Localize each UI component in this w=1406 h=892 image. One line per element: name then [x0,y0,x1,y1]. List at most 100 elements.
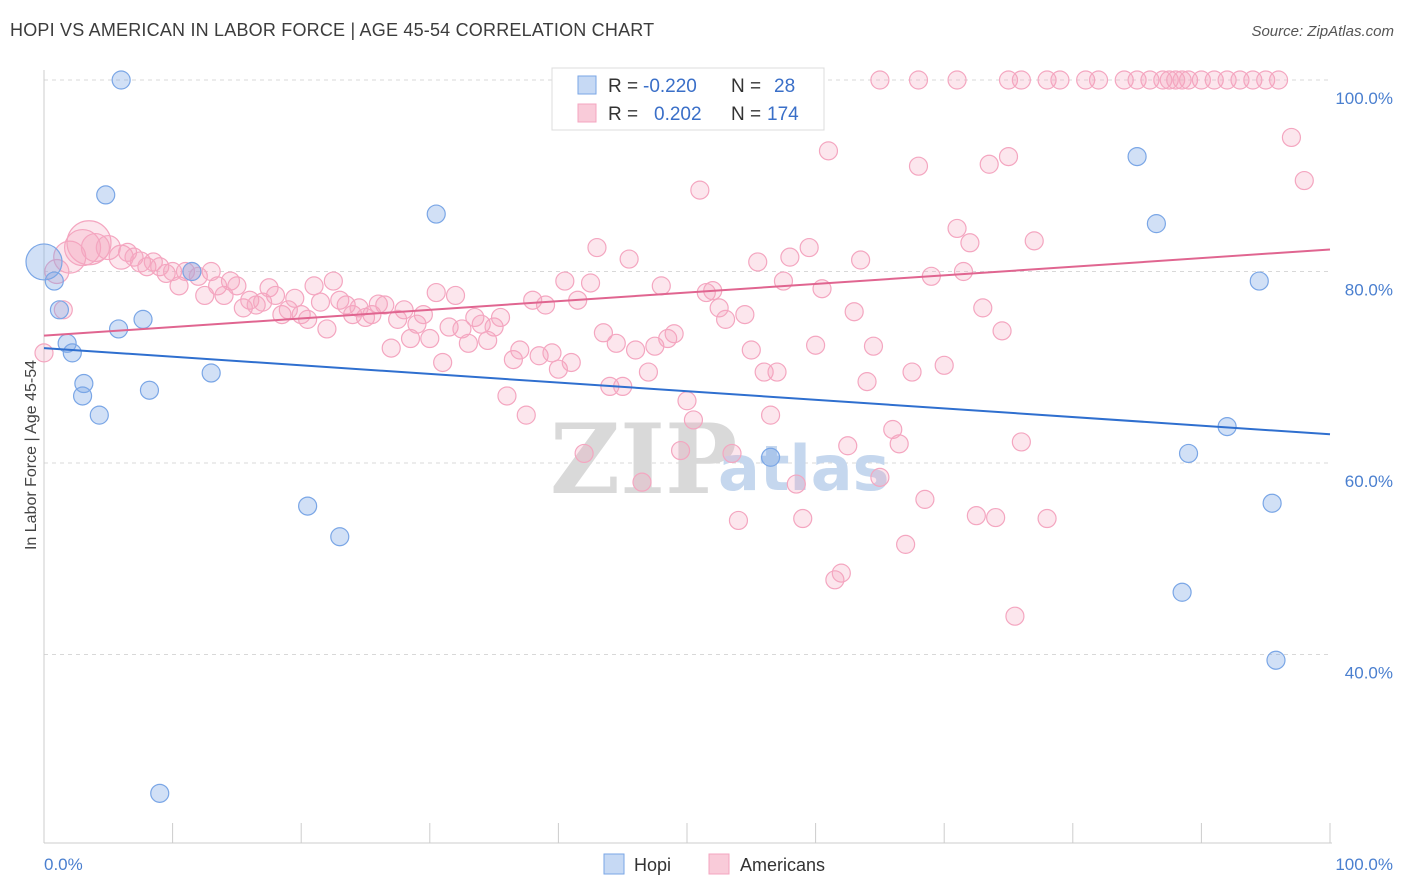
americans-point [561,352,581,373]
americans-points [34,70,1314,626]
americans-point [1281,127,1302,148]
americans-point [66,220,112,266]
americans-point [323,271,343,291]
americans-point [908,70,929,90]
legend-americans-r-label: R = [608,104,638,125]
americans-point [310,292,331,312]
americans-point [394,300,414,320]
americans-point [304,276,324,296]
americans-point [973,298,993,318]
americans-point [735,304,755,325]
legend-hopi-n-value: 28 [774,76,795,97]
americans-point [786,474,806,494]
legend-hopi-swatch [577,75,597,95]
americans-point [413,304,433,325]
americans-point [625,340,646,360]
americans-point [683,410,704,430]
americans-point [870,467,890,487]
americans-point [555,271,575,291]
americans-point [497,386,517,406]
americans-point [760,405,781,425]
y-axis-label: In Labor Force | Age 45-54 [23,360,40,550]
americans-point [1005,606,1025,626]
legend-americans-n-value: 174 [767,104,799,125]
americans-point [722,443,742,464]
hopi-point [111,70,131,90]
americans-point [986,507,1006,528]
americans-point [851,250,871,270]
americans-point [169,276,189,296]
americans-point [195,285,215,306]
americans-point [523,290,543,310]
americans-point [452,319,472,339]
americans-point [445,285,466,306]
hopi-point [1127,147,1147,167]
americans-point [844,302,864,322]
americans-point [606,333,626,353]
hopi-point [62,343,82,363]
legend-hopi-n-label: N = [731,76,761,97]
americans-point [947,70,967,90]
hopi-point [44,271,64,291]
hopi-point [1172,582,1192,602]
americans-point [979,154,999,174]
hopi-point [1178,443,1199,464]
hopi-trend-line [43,347,1331,436]
hopi-point [25,243,63,281]
americans-point [381,338,401,358]
americans-point [574,443,594,464]
americans-point [285,288,305,308]
americans-point [1011,70,1031,90]
bottom-legend-americans-swatch [708,853,730,875]
americans-point [670,440,691,461]
americans-point [651,276,671,296]
hopi-point [760,447,781,467]
americans-point [1024,231,1044,251]
hopi-point [150,783,170,803]
americans-point [63,228,102,267]
americans-point [690,180,710,200]
americans-point [208,276,228,296]
hopi-point [108,319,129,339]
americans-point [741,340,761,360]
americans-point [265,285,286,306]
americans-point [902,362,922,382]
americans-point [915,489,935,509]
americans-point [838,436,858,456]
americans-point [484,317,504,337]
americans-point [709,298,729,318]
americans-point [889,434,909,454]
americans-point [870,70,890,90]
hopi-point [182,261,202,282]
americans-point [908,156,929,176]
americans-point [857,372,877,392]
americans-point [896,534,916,554]
americans-point [542,343,562,363]
americans-point [780,247,800,267]
americans-point [587,237,607,258]
hopi-point [1249,271,1269,291]
hopi-point [89,405,109,425]
hopi-point [1146,214,1166,234]
americans-point [1172,70,1192,90]
y-tick-label: 60.0% [1345,472,1393,491]
americans-point [510,340,530,360]
americans-point [818,141,839,161]
bottom-legend-americans-label: Americans [740,855,825,875]
americans-point [664,324,684,344]
americans-point [715,309,736,329]
legend-box [551,67,825,131]
americans-point [426,282,446,303]
americans-point [407,314,427,334]
americans-point [767,362,787,382]
hopi-point [1262,493,1282,513]
y-tick-label: 100.0% [1335,89,1393,108]
axes [43,70,1332,844]
americans-point [953,261,974,282]
americans-point [503,349,523,370]
legend-americans-swatch [577,103,597,123]
hopi-point [133,309,153,329]
bottom-legend-hopi-label: Hopi [634,855,671,875]
legend-americans-r-value: 0.202 [654,104,702,125]
